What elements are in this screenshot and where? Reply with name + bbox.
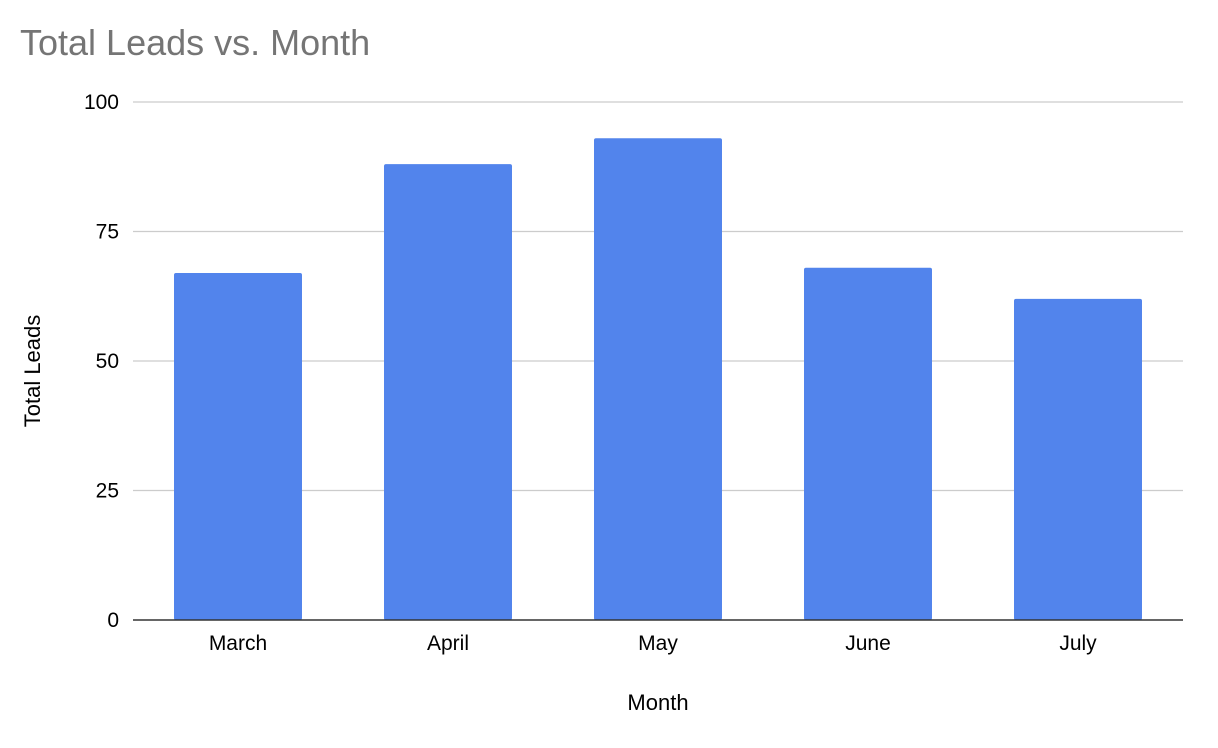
y-tick-label: 100 (84, 91, 119, 114)
x-tick-label: July (1059, 632, 1097, 655)
bar-july (1014, 298, 1142, 620)
x-tick-label: May (638, 632, 678, 655)
y-tick-label: 25 (96, 480, 119, 503)
chart-title: Total Leads vs. Month (20, 22, 370, 63)
bars (174, 138, 1142, 620)
x-tick-label: April (427, 632, 469, 655)
bar-april (384, 164, 512, 620)
x-tick-label: June (845, 632, 891, 655)
x-tick-label: March (209, 632, 267, 655)
x-axis-ticks: March April May June July (209, 632, 1097, 655)
y-tick-label: 0 (107, 609, 119, 632)
bar-june (804, 267, 932, 620)
y-tick-label: 50 (96, 350, 119, 373)
x-axis-label: Month (627, 690, 688, 715)
y-tick-label: 75 (96, 221, 119, 244)
y-axis-ticks: 0 25 50 75 100 (84, 91, 119, 632)
bar-march (174, 272, 302, 620)
y-axis-label: Total Leads (20, 315, 45, 428)
bar-may (594, 138, 722, 620)
